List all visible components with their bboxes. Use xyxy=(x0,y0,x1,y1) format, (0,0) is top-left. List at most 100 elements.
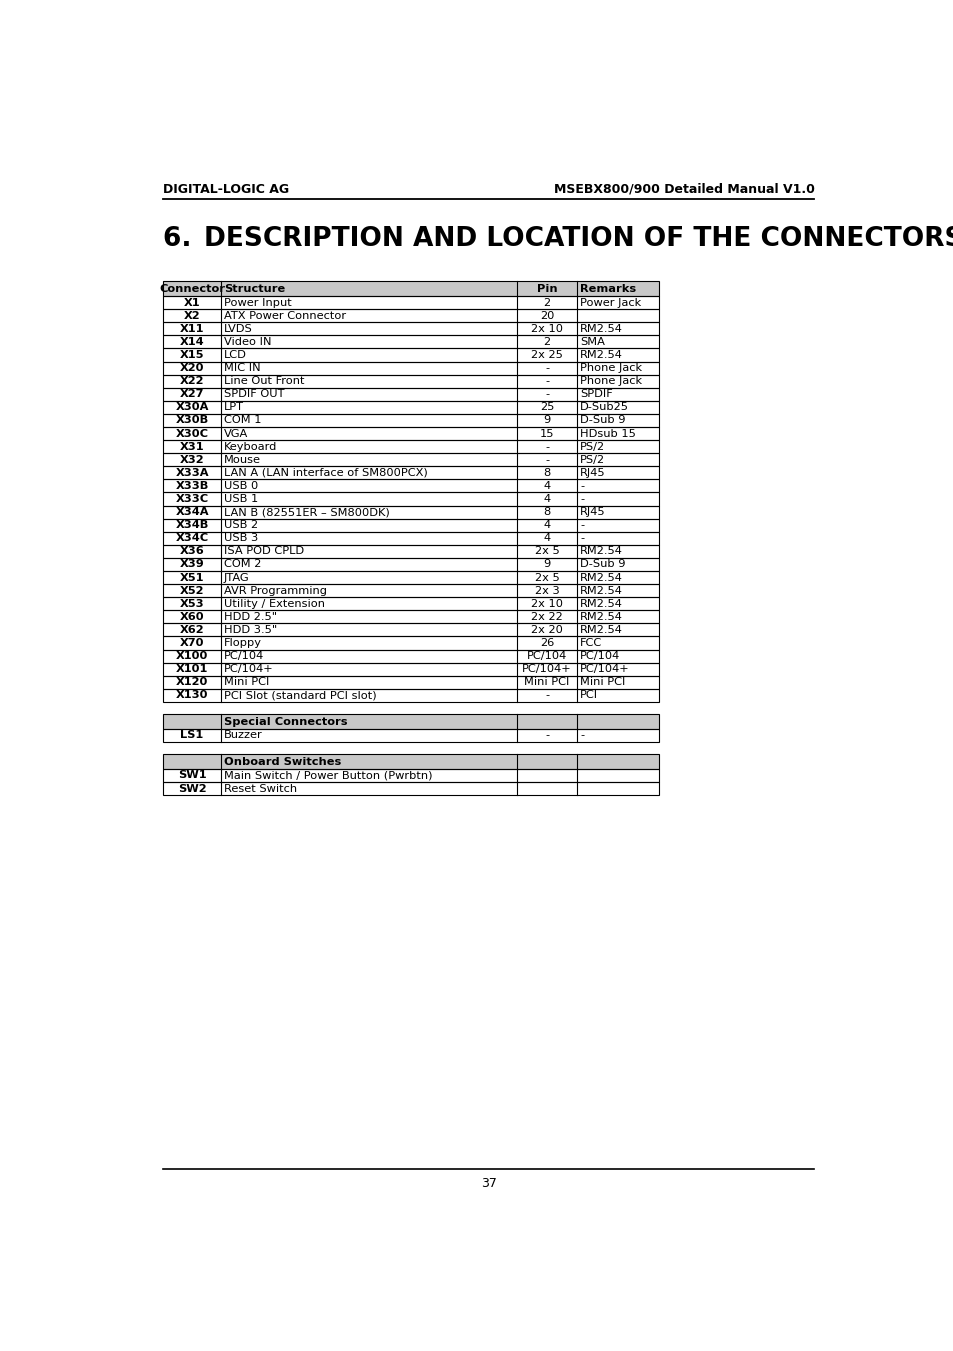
Text: -: - xyxy=(544,389,549,400)
Bar xyxy=(163,493,659,505)
Text: 2x 10: 2x 10 xyxy=(531,598,562,609)
Text: X33B: X33B xyxy=(175,481,209,490)
Text: X130: X130 xyxy=(175,690,208,700)
Bar xyxy=(163,466,659,480)
Text: HDD 2.5": HDD 2.5" xyxy=(224,612,276,621)
Text: 6.: 6. xyxy=(163,226,210,253)
Text: RM2.54: RM2.54 xyxy=(579,626,622,635)
Bar xyxy=(163,532,659,544)
Text: SPDIF: SPDIF xyxy=(579,389,613,400)
Text: PC/104+: PC/104+ xyxy=(521,665,571,674)
Text: X120: X120 xyxy=(175,677,208,688)
Text: PC/104: PC/104 xyxy=(224,651,264,661)
Bar xyxy=(163,493,659,505)
Bar xyxy=(163,769,659,782)
Text: DESCRIPTION AND LOCATION OF THE CONNECTORS: DESCRIPTION AND LOCATION OF THE CONNECTO… xyxy=(204,226,953,253)
Text: RM2.54: RM2.54 xyxy=(579,573,622,582)
Bar xyxy=(163,466,659,480)
Text: SMA: SMA xyxy=(579,336,604,347)
Text: 2x 22: 2x 22 xyxy=(531,612,562,621)
Bar xyxy=(163,544,659,558)
Text: X30A: X30A xyxy=(175,403,209,412)
Text: 15: 15 xyxy=(539,428,554,439)
Text: USB 3: USB 3 xyxy=(224,534,258,543)
Text: Special Connectors: Special Connectors xyxy=(224,716,347,727)
Bar xyxy=(163,650,659,662)
Text: RM2.54: RM2.54 xyxy=(579,598,622,609)
Bar xyxy=(163,388,659,401)
Text: USB 0: USB 0 xyxy=(224,481,258,490)
Text: SW2: SW2 xyxy=(177,784,206,793)
Text: X70: X70 xyxy=(180,638,204,648)
Text: Pin: Pin xyxy=(537,284,557,293)
Bar xyxy=(163,349,659,362)
Text: 2: 2 xyxy=(543,297,550,308)
Text: X11: X11 xyxy=(180,324,204,334)
Bar xyxy=(163,505,659,519)
Text: X33C: X33C xyxy=(175,494,209,504)
Bar xyxy=(163,453,659,466)
Text: -: - xyxy=(579,534,584,543)
Bar xyxy=(163,453,659,466)
Bar xyxy=(163,662,659,676)
Text: USB 2: USB 2 xyxy=(224,520,257,530)
Text: ATX Power Connector: ATX Power Connector xyxy=(224,311,346,320)
Bar xyxy=(163,480,659,493)
Text: -: - xyxy=(544,690,549,700)
Text: -: - xyxy=(579,731,584,740)
Bar xyxy=(163,323,659,335)
Text: Mouse: Mouse xyxy=(224,455,260,465)
Text: X62: X62 xyxy=(179,626,204,635)
Bar xyxy=(163,754,659,769)
Text: Mini PCI: Mini PCI xyxy=(579,677,625,688)
Bar xyxy=(163,650,659,662)
Text: HDsub 15: HDsub 15 xyxy=(579,428,636,439)
Bar xyxy=(163,676,659,689)
Bar xyxy=(163,323,659,335)
Bar xyxy=(163,296,659,309)
Bar xyxy=(163,584,659,597)
Text: DIGITAL-LOGIC AG: DIGITAL-LOGIC AG xyxy=(163,182,290,196)
Text: Utility / Extension: Utility / Extension xyxy=(224,598,325,609)
Text: RM2.54: RM2.54 xyxy=(579,585,622,596)
Text: Video IN: Video IN xyxy=(224,336,271,347)
Text: 9: 9 xyxy=(543,559,550,569)
Bar xyxy=(163,715,659,728)
Text: SPDIF OUT: SPDIF OUT xyxy=(224,389,284,400)
Bar xyxy=(163,597,659,611)
Text: 4: 4 xyxy=(543,494,550,504)
Text: X1: X1 xyxy=(184,297,200,308)
Text: RM2.54: RM2.54 xyxy=(579,612,622,621)
Text: X14: X14 xyxy=(179,336,204,347)
Text: HDD 3.5": HDD 3.5" xyxy=(224,626,276,635)
Text: -: - xyxy=(579,481,584,490)
Text: PCI Slot (standard PCI slot): PCI Slot (standard PCI slot) xyxy=(224,690,376,700)
Text: X20: X20 xyxy=(180,363,204,373)
Text: PC/104: PC/104 xyxy=(526,651,567,661)
Text: X39: X39 xyxy=(179,559,204,569)
Text: X32: X32 xyxy=(179,455,204,465)
Text: Connector: Connector xyxy=(159,284,225,293)
Text: 26: 26 xyxy=(539,638,554,648)
Bar xyxy=(163,571,659,584)
Bar xyxy=(163,401,659,413)
Bar xyxy=(163,715,659,728)
Text: X52: X52 xyxy=(180,585,204,596)
Text: MSEBX800/900 Detailed Manual V1.0: MSEBX800/900 Detailed Manual V1.0 xyxy=(553,182,814,196)
Text: AVR Programming: AVR Programming xyxy=(224,585,327,596)
Bar xyxy=(163,427,659,440)
Text: Phone Jack: Phone Jack xyxy=(579,363,641,373)
Bar xyxy=(163,281,659,296)
Bar xyxy=(163,296,659,309)
Bar xyxy=(163,623,659,636)
Bar xyxy=(163,309,659,323)
Text: 9: 9 xyxy=(543,416,550,426)
Text: X27: X27 xyxy=(180,389,204,400)
Text: 2x 5: 2x 5 xyxy=(534,546,558,557)
Text: X34B: X34B xyxy=(175,520,209,530)
Text: X30C: X30C xyxy=(175,428,209,439)
Bar xyxy=(163,413,659,427)
Bar xyxy=(163,440,659,453)
Text: -: - xyxy=(544,442,549,451)
Text: X33A: X33A xyxy=(175,467,209,478)
